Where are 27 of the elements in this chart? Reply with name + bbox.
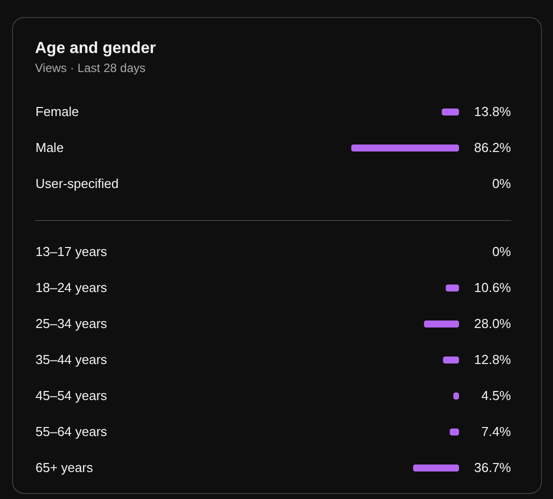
text: Age and gender (35, 40, 156, 57)
y-tick-label: 65+ years (36, 460, 94, 475)
y-tick-label: 35–44 years (36, 352, 108, 367)
data-label: 36.7% (474, 460, 512, 475)
data-label: 4.5% (481, 388, 512, 403)
data-label: 0% (492, 176, 512, 191)
y-tick-label: 18–24 years (36, 280, 108, 295)
data-label: 28.0% (474, 316, 512, 331)
data-label: 7.4% (481, 424, 512, 439)
y-tick-label: User-specified (36, 176, 119, 191)
bar (413, 464, 459, 472)
y-tick-label: 13–17 years (36, 244, 108, 259)
text: Views · Last 28 days (35, 61, 146, 75)
data-label: 10.6% (474, 280, 512, 295)
y-tick-label: 55–64 years (36, 424, 108, 439)
bar (450, 428, 459, 436)
y-tick-label: 45–54 years (36, 388, 108, 403)
data-label: 0% (492, 244, 512, 259)
bar (446, 284, 459, 292)
y-tick-label: Male (36, 140, 64, 155)
data-label: 86.2% (474, 140, 512, 155)
y-tick-label: 25–34 years (36, 316, 108, 331)
data-label: 12.8% (474, 352, 512, 367)
bar (443, 356, 459, 364)
bar (424, 320, 459, 328)
y-tick-label: Female (36, 104, 79, 119)
data-label: 13.8% (474, 104, 512, 119)
